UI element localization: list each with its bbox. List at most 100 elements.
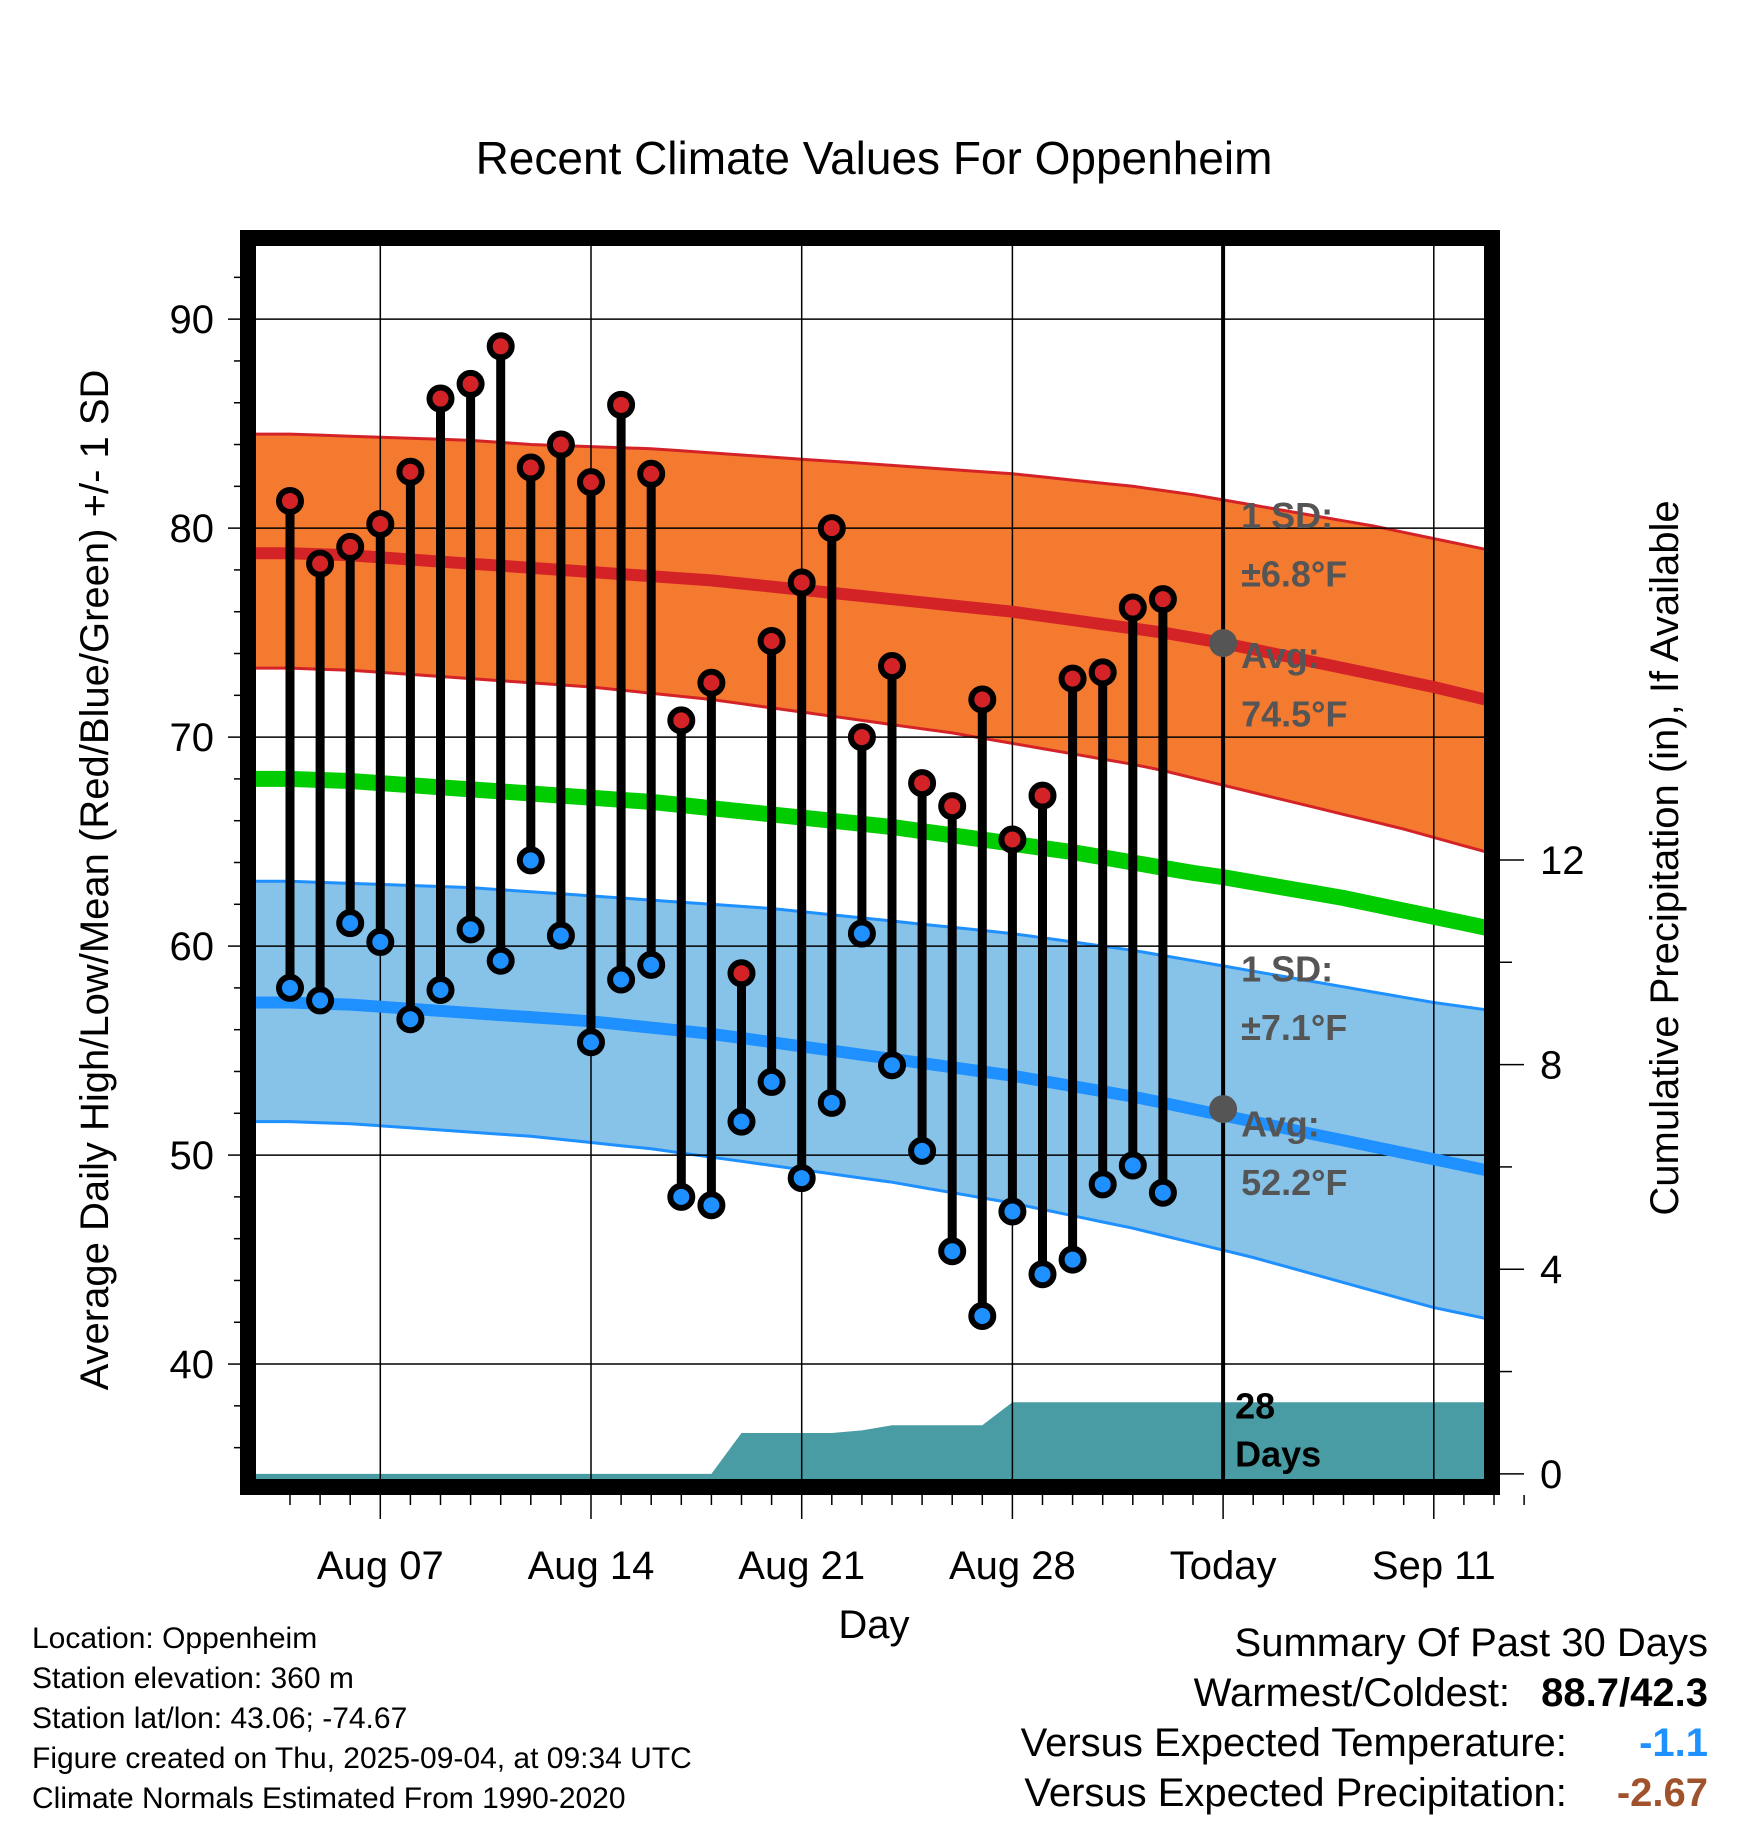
low-sd-band — [256, 881, 1484, 1327]
observed-low-point — [1118, 1151, 1147, 1180]
high-band-upper-edge — [256, 432, 1484, 559]
observed-low-point — [546, 921, 575, 950]
observed-high-point — [938, 792, 967, 821]
x-tick-label: Aug 28 — [949, 1544, 1076, 1588]
observed-high-point — [276, 486, 304, 515]
low-band-lower-edge — [256, 1120, 1484, 1328]
y-tick-label: 70 — [170, 716, 215, 760]
observed-low-point — [998, 1197, 1027, 1226]
observed-low-point — [787, 1164, 816, 1193]
high-avg-label: Avg: — [1241, 635, 1320, 676]
observed-high-point — [878, 652, 906, 681]
low-avg-value: 52.2°F — [1241, 1162, 1347, 1203]
precip-row: Versus Expected Precipitation: -2.67 — [1021, 1772, 1708, 1822]
observed-high-point — [908, 769, 937, 798]
observed-high-point — [998, 825, 1027, 854]
observed-high-point — [667, 706, 696, 735]
observed-high-point — [727, 959, 756, 988]
y2-tick-label: 0 — [1540, 1453, 1562, 1497]
y2-axis-label: Cumulative Precipitation (in), If Availa… — [1643, 500, 1687, 1215]
observed-high-point — [968, 685, 997, 714]
y2-tick-label: 4 — [1540, 1248, 1562, 1292]
y-tick-label: 40 — [170, 1343, 215, 1387]
observed-high-point — [847, 723, 876, 752]
observed-low-point — [697, 1191, 726, 1220]
observed-high-point — [456, 369, 485, 398]
observed-low-point — [878, 1051, 906, 1080]
precipitation-area — [256, 1402, 1484, 1479]
temp-row: Versus Expected Temperature: -1.1 — [1021, 1722, 1708, 1772]
observed-low-point — [456, 915, 485, 944]
observed-high-point — [607, 390, 636, 419]
high-sd-value: ±6.8°F — [1241, 554, 1347, 595]
y-axis-label: Average Daily High/Low/Mean (Red/Blue/Gr… — [73, 370, 117, 1391]
high-average-marker — [1209, 629, 1238, 658]
plot-area: 1 SD: ±6.8°F Avg: 74.5°F 1 SD: ±7.1°F Avg: 52.2… — [256, 246, 1484, 1479]
location-text: Location: Oppenheim — [32, 1622, 318, 1655]
warm-cold-value: 88.7/42.3 — [1541, 1671, 1708, 1715]
observed-high-point — [817, 514, 846, 543]
x-axis-label: Day — [838, 1603, 909, 1647]
summary-title: Summary Of Past 30 Days — [1234, 1621, 1708, 1665]
observed-low-point — [938, 1237, 967, 1266]
observed-low-point — [1148, 1178, 1177, 1207]
x-tick-label: Sep 11 — [1372, 1544, 1496, 1588]
observed-high-point — [426, 384, 455, 413]
observed-low-point — [607, 965, 636, 994]
normal-high-line — [256, 547, 1484, 715]
latlon-text: Station lat/lon: 43.06; -74.67 — [32, 1702, 408, 1735]
observed-high-point — [1118, 593, 1147, 622]
observed-low-point — [1058, 1245, 1087, 1274]
observed-low-point — [727, 1107, 756, 1136]
observed-low-point — [516, 846, 545, 875]
precip-value: -2.67 — [1616, 1771, 1708, 1815]
low-band-upper-edge — [256, 879, 1484, 1017]
x-tick-label: Aug 21 — [738, 1544, 865, 1588]
observed-high-point — [757, 626, 786, 655]
observed-low-point — [908, 1136, 937, 1165]
precip-label: Versus Expected Precipitation: — [1024, 1771, 1567, 1815]
temp-label: Versus Expected Temperature: — [1020, 1721, 1567, 1765]
observed-high-point — [697, 668, 726, 697]
x-tick-label: Aug 14 — [528, 1544, 655, 1588]
observed-low-point — [486, 946, 515, 975]
high-avg-value: 74.5°F — [1241, 694, 1347, 735]
plot-frame — [240, 230, 1500, 1495]
high-band-lower-edge — [256, 666, 1484, 864]
period-count: 28 — [1235, 1385, 1275, 1426]
observed-low-point — [968, 1301, 997, 1330]
observed-low-point — [306, 986, 335, 1015]
observed-high-point — [546, 430, 575, 459]
normal-low-line — [256, 996, 1484, 1185]
observed-high-point — [1028, 781, 1057, 810]
observed-low-point — [426, 975, 455, 1004]
observed-high-point — [366, 509, 395, 538]
normals-text: Climate Normals Estimated From 1990-2020 — [32, 1782, 626, 1815]
observed-low-point — [847, 919, 876, 948]
observed-low-point — [366, 927, 395, 956]
observed-low-point — [637, 950, 666, 979]
observed-high-point — [577, 468, 605, 497]
observed-low-point — [1088, 1170, 1117, 1199]
observed-high-point — [1058, 664, 1087, 693]
x-tick-label: Aug 07 — [317, 1544, 444, 1588]
normal-mean-line — [256, 770, 1484, 944]
y-tick-label: 80 — [170, 507, 215, 551]
observed-low-point — [757, 1067, 786, 1096]
period-unit: Days — [1235, 1433, 1321, 1474]
low-avg-label: Avg: — [1241, 1103, 1320, 1144]
high-sd-label: 1 SD: — [1241, 495, 1333, 536]
observed-high-point — [1088, 658, 1117, 687]
low-average-marker — [1209, 1095, 1238, 1124]
observed-low-point — [276, 973, 304, 1002]
y-tick-label: 90 — [170, 298, 215, 342]
low-sd-label: 1 SD: — [1241, 949, 1333, 990]
observed-high-point — [306, 549, 335, 578]
station-info: Location: Oppenheim Station elevation: 3… — [32, 1624, 692, 1824]
observed-high-point — [486, 332, 515, 361]
created-text: Figure created on Thu, 2025-09-04, at 09… — [32, 1742, 692, 1775]
observed-low-point — [817, 1088, 846, 1117]
y2-tick-label: 12 — [1540, 839, 1585, 883]
warm-cold-label: Warmest/Coldest: — [1193, 1671, 1511, 1715]
